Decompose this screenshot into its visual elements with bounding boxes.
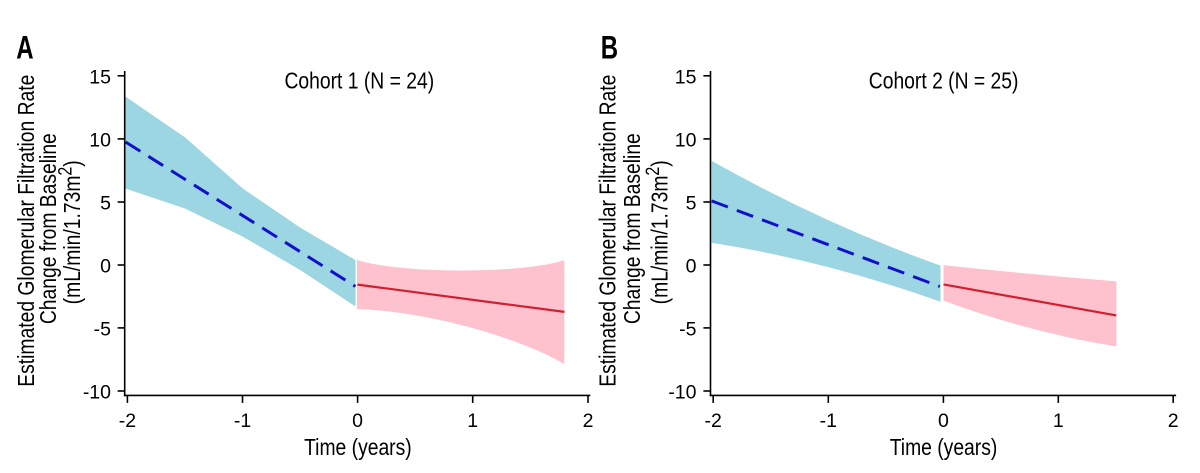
svg-text:10: 10 <box>675 130 697 152</box>
svg-text:-10: -10 <box>668 382 696 404</box>
svg-text:Cohort 1 (N = 24): Cohort 1 (N = 24) <box>284 69 434 94</box>
svg-text:15: 15 <box>89 66 111 88</box>
svg-text:0: 0 <box>100 256 111 278</box>
svg-text:-1: -1 <box>234 410 251 432</box>
svg-text:0: 0 <box>352 410 363 432</box>
svg-text:0: 0 <box>686 256 697 278</box>
svg-text:Cohort 2 (N = 25): Cohort 2 (N = 25) <box>869 69 1019 94</box>
svg-text:2: 2 <box>583 410 594 432</box>
svg-text:Estimated Glomerular Filtratio: Estimated Glomerular Filtration Rate <box>14 75 39 387</box>
svg-text:1: 1 <box>467 410 478 432</box>
svg-text:Estimated Glomerular Filtratio: Estimated Glomerular Filtration Rate <box>596 75 621 387</box>
svg-text:(mL/min/1.73m2): (mL/min/1.73m2) <box>642 160 673 304</box>
svg-text:1: 1 <box>1053 410 1064 432</box>
svg-text:-10: -10 <box>83 382 111 404</box>
svg-text:-5: -5 <box>679 319 696 341</box>
svg-text:5: 5 <box>686 193 697 215</box>
svg-text:2: 2 <box>1168 410 1179 432</box>
svg-text:15: 15 <box>675 66 697 88</box>
svg-text:5: 5 <box>100 193 111 215</box>
svg-text:-2: -2 <box>705 410 722 432</box>
svg-text:Change from Baseline: Change from Baseline <box>37 133 62 324</box>
svg-text:B: B <box>601 29 618 65</box>
svg-text:0: 0 <box>938 410 949 432</box>
svg-text:-1: -1 <box>820 410 837 432</box>
svg-text:(mL/min/1.73m2): (mL/min/1.73m2) <box>54 160 85 304</box>
svg-text:-5: -5 <box>94 319 111 341</box>
svg-text:-2: -2 <box>119 410 136 432</box>
svg-text:Time (years): Time (years) <box>304 436 412 461</box>
svg-text:10: 10 <box>89 130 111 152</box>
svg-text:Change from Baseline: Change from Baseline <box>621 133 646 324</box>
svg-text:A: A <box>16 29 33 65</box>
svg-text:Time (years): Time (years) <box>890 436 998 461</box>
